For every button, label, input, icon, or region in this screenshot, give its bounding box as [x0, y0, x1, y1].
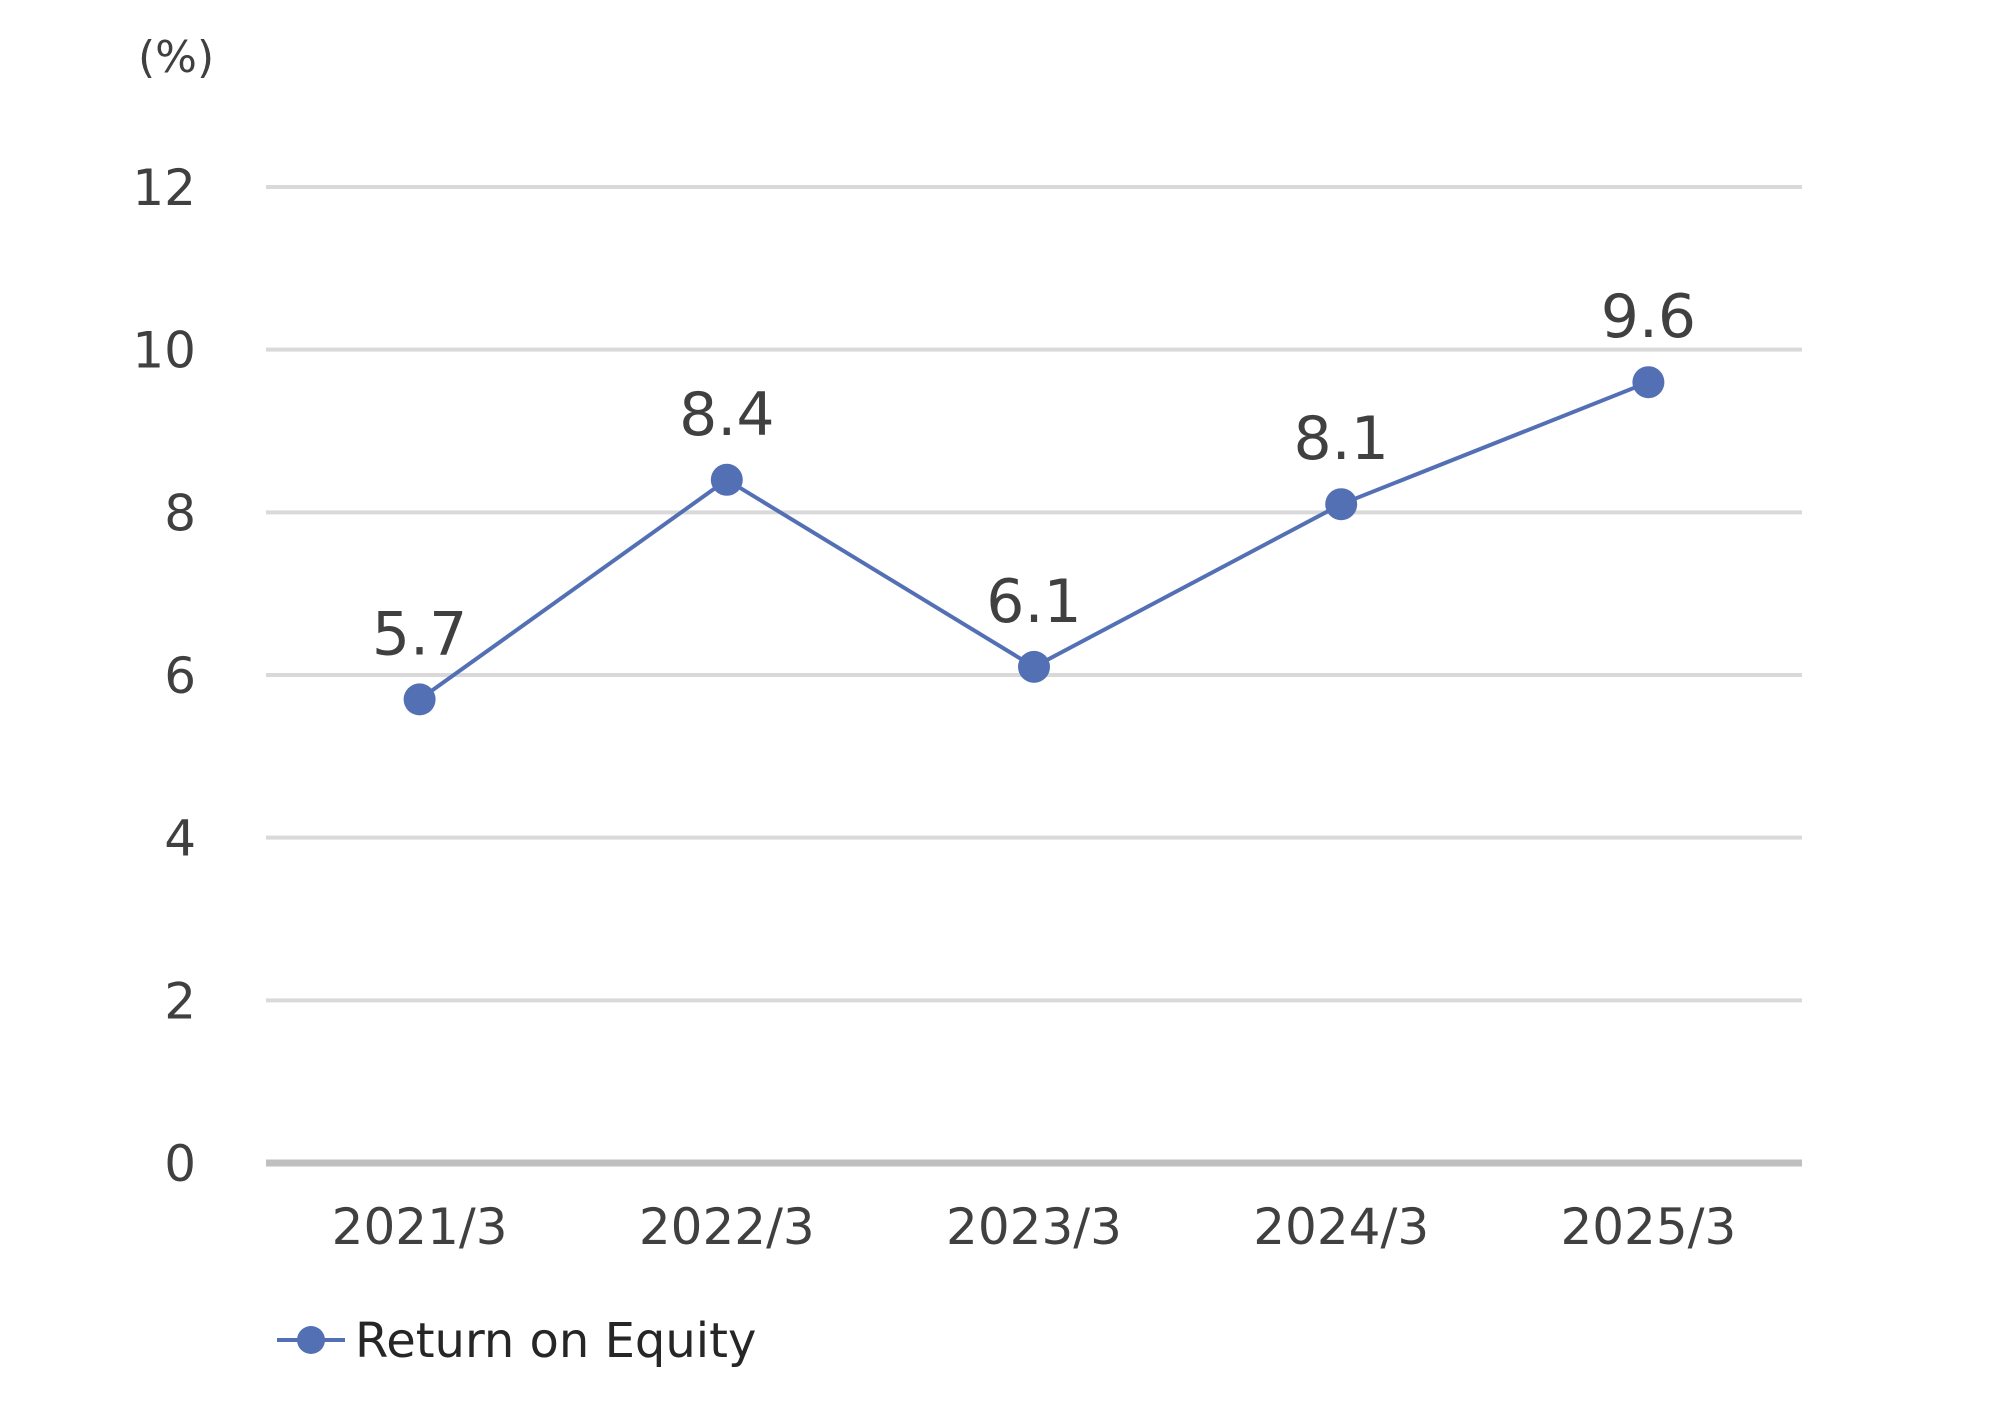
- y-tick-label: 4: [164, 810, 196, 868]
- data-point: [710, 463, 743, 496]
- y-axis-ticks: 0 2 4 6 8 10 12: [132, 159, 196, 1193]
- data-label: 6.1: [986, 567, 1081, 637]
- data-label: 5.7: [372, 599, 467, 669]
- legend-series-marker: [297, 1326, 325, 1354]
- data-point: [1018, 650, 1050, 683]
- x-tick-label: 2021/3: [332, 1198, 508, 1256]
- data-label: 8.4: [679, 380, 774, 450]
- data-point: [1632, 366, 1665, 399]
- data-label: 9.6: [1601, 282, 1696, 352]
- x-tick-label: 2023/3: [946, 1198, 1122, 1256]
- y-axis-unit-label: (%): [138, 32, 214, 83]
- data-point: [403, 683, 436, 716]
- x-tick-label: 2022/3: [639, 1198, 815, 1256]
- y-tick-label: 6: [164, 647, 196, 705]
- y-tick-label: 2: [164, 972, 196, 1030]
- data-labels: 5.7 8.4 6.1 8.1 9.6: [372, 282, 1696, 669]
- y-tick-label: 0: [164, 1135, 196, 1193]
- x-tick-label: 2025/3: [1560, 1198, 1736, 1256]
- gridlines: [266, 185, 1802, 1167]
- y-tick-label: 12: [132, 159, 196, 217]
- y-tick-label: 8: [164, 484, 196, 542]
- x-axis-ticks: 2021/3 2022/3 2023/3 2024/3 2025/3: [332, 1198, 1737, 1256]
- legend: Return on Equity: [277, 1313, 756, 1369]
- legend-series-label: Return on Equity: [355, 1313, 756, 1369]
- series-roe: [403, 366, 1665, 716]
- data-point: [1325, 488, 1358, 521]
- y-tick-label: 10: [132, 322, 196, 380]
- x-tick-label: 2024/3: [1253, 1198, 1429, 1256]
- data-label: 8.1: [1293, 404, 1388, 474]
